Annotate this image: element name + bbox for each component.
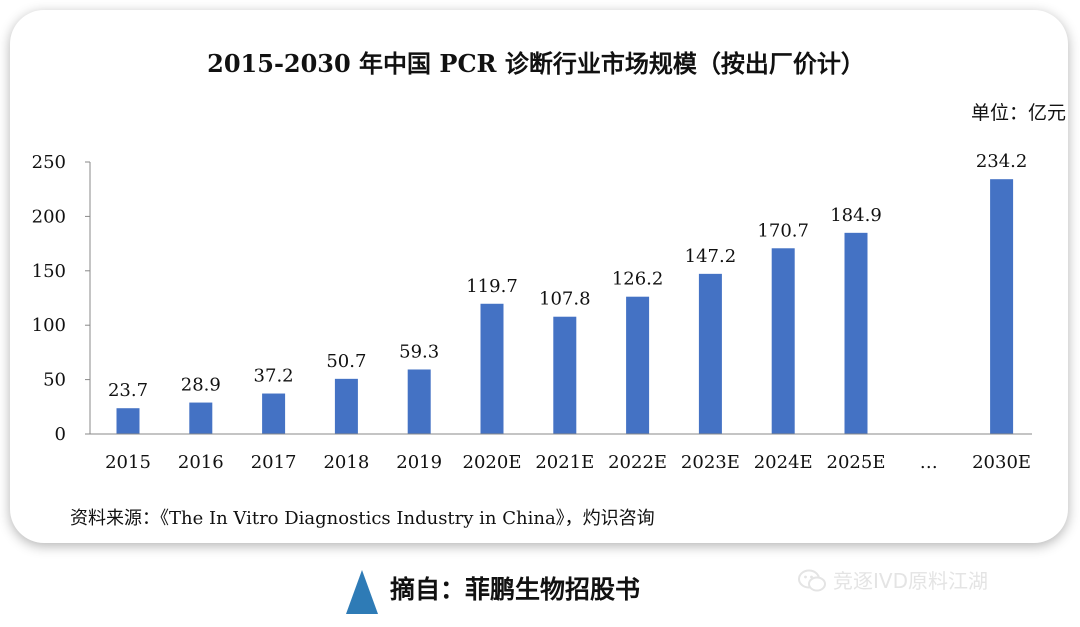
x-tick-label: 2023E — [681, 452, 740, 473]
data-label: 50.7 — [326, 351, 366, 372]
x-tick-label: 2017 — [251, 452, 297, 473]
bar — [407, 369, 431, 434]
y-tick-label: 250 — [32, 152, 66, 173]
x-axis: 2015 2016 2017 2018 2019 2020E 2021E 2022E 2023E… — [90, 433, 1032, 473]
bar — [116, 408, 140, 434]
watermark: 竞逐IVD原料江湖 — [797, 566, 988, 596]
x-tick-label: 2024E — [754, 452, 813, 473]
data-label: 23.7 — [108, 380, 148, 401]
chart-card — [10, 10, 1068, 543]
x-tick-label: 2025E — [827, 452, 886, 473]
wechat-icon — [798, 569, 826, 592]
x-tick-label: … — [920, 452, 938, 473]
source-note: 资料来源：《The In Vitro Diagnostics Industry … — [70, 508, 655, 529]
bar — [334, 378, 358, 434]
y-tick-label: 50 — [43, 370, 66, 391]
data-label: 37.2 — [254, 366, 294, 387]
bar — [480, 303, 504, 434]
chart-title: 2015-2030 年中国 PCR 诊断行业市场规模（按出厂价计） — [207, 49, 865, 78]
data-label: 184.9 — [830, 205, 882, 226]
data-label: 119.7 — [466, 276, 518, 297]
data-label: 59.3 — [399, 341, 439, 362]
data-label: 147.2 — [685, 246, 737, 267]
data-label: 170.7 — [757, 220, 809, 241]
y-tick-label: 100 — [32, 315, 66, 336]
watermark-text: 竞逐IVD原料江湖 — [833, 569, 988, 593]
x-tick-label: 2022E — [608, 452, 667, 473]
bar — [771, 248, 795, 434]
data-label: 126.2 — [612, 269, 664, 290]
triangle-marker-icon — [346, 570, 378, 614]
footer-title: 摘自：菲鹏生物招股书 — [390, 575, 641, 604]
bar — [698, 273, 722, 434]
x-tick-label: 2016 — [178, 452, 224, 473]
unit-label: 单位：亿元 — [971, 102, 1066, 124]
y-tick-label: 150 — [32, 261, 66, 282]
data-label: 234.2 — [976, 151, 1028, 172]
bar — [990, 179, 1014, 434]
bar — [626, 296, 650, 434]
x-tick-label: 2021E — [535, 452, 594, 473]
bars: 23.7 28.9 37.2 50.7 59.3 119.7 107.8 126.2 147.2… — [108, 151, 1027, 434]
y-tick-label: 200 — [32, 206, 66, 227]
y-tick-label: 0 — [55, 424, 66, 445]
x-tick-label: 2020E — [463, 452, 522, 473]
data-label: 107.8 — [539, 289, 591, 310]
x-tick-label: 2015 — [105, 452, 151, 473]
data-label: 28.9 — [181, 375, 221, 396]
x-tick-label: 2018 — [323, 452, 369, 473]
x-tick-label: 2019 — [396, 452, 442, 473]
bar — [553, 316, 577, 434]
x-tick-label: 2030E — [972, 452, 1031, 473]
bar — [262, 393, 286, 434]
bar — [844, 232, 868, 434]
y-axis: 0 50 100 150 200 250 — [32, 152, 91, 445]
bar — [189, 402, 213, 434]
